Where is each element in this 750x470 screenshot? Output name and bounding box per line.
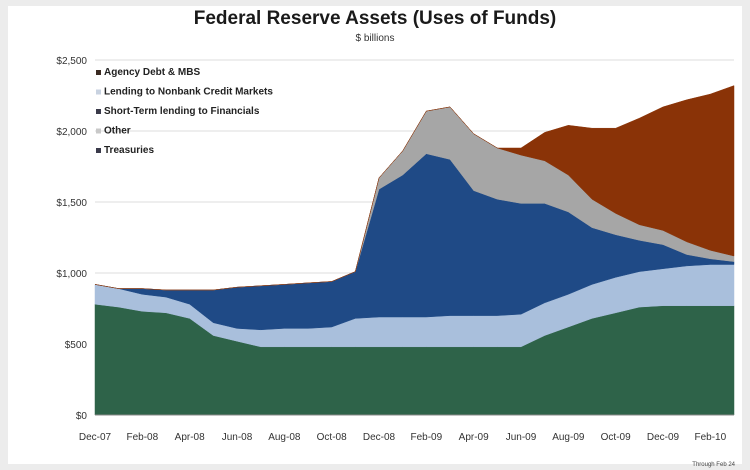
x-tick-label: Dec-08 xyxy=(363,432,396,443)
x-tick-label: Feb-10 xyxy=(694,432,726,443)
y-tick-label: $500 xyxy=(65,340,88,351)
area-series xyxy=(94,85,735,416)
chart-subtitle: $ billions xyxy=(355,33,395,44)
legend-label: Treasuries xyxy=(104,145,154,156)
legend: Agency Debt & MBS Lending to Nonbank Cred… xyxy=(96,67,273,156)
x-tick-label: Oct-08 xyxy=(317,432,347,443)
area-agency-debt-mbs xyxy=(94,85,735,291)
x-tick-label: Apr-09 xyxy=(459,432,489,443)
y-tick-label: $1,500 xyxy=(56,198,87,209)
axes: $0 $500 $1,000 $1,500 $2,000 $2,500 Dec-07 Feb-… xyxy=(56,56,734,443)
x-tick-label: Oct-09 xyxy=(601,432,631,443)
chart-title: Federal Reserve Assets (Uses of Funds) xyxy=(193,8,557,29)
x-tick-label: Aug-09 xyxy=(552,432,585,443)
legend-label: Other xyxy=(104,126,131,137)
legend-swatch xyxy=(96,109,101,114)
x-tick-label: Dec-07 xyxy=(79,432,112,443)
x-tick-label: Feb-08 xyxy=(126,432,158,443)
y-tick-label: $1,000 xyxy=(56,269,87,280)
y-tick-label: $2,500 xyxy=(56,56,87,67)
legend-label: Short-Term lending to Financials xyxy=(104,106,260,117)
x-tick-label: Jun-08 xyxy=(222,432,253,443)
chart-footnote: Through Feb 24 xyxy=(692,462,735,468)
x-tick-label: Aug-08 xyxy=(268,432,301,443)
x-tick-label: Dec-09 xyxy=(647,432,680,443)
legend-label: Lending to Nonbank Credit Markets xyxy=(104,87,273,98)
y-tick-label: $0 xyxy=(76,411,88,422)
y-tick-label: $2,000 xyxy=(56,127,87,138)
legend-swatch xyxy=(96,70,101,75)
x-tick-label: Apr-08 xyxy=(175,432,205,443)
x-tick-label: Feb-09 xyxy=(410,432,442,443)
legend-swatch xyxy=(96,148,101,153)
legend-swatch xyxy=(96,128,101,134)
legend-swatch xyxy=(96,89,101,95)
x-tick-label: Jun-09 xyxy=(506,432,537,443)
legend-label: Agency Debt & MBS xyxy=(104,67,200,78)
